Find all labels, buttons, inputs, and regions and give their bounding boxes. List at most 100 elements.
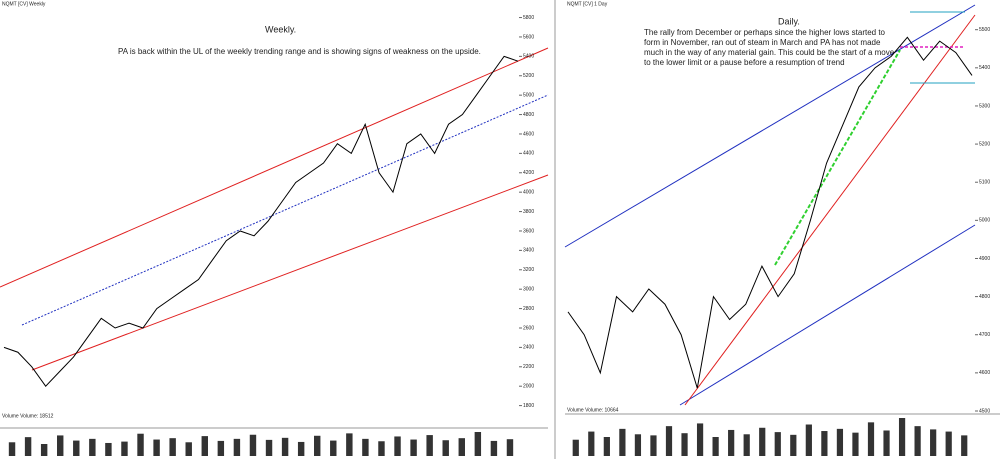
y-tick-label: 3600 — [523, 228, 534, 234]
volume-bar — [330, 440, 337, 456]
volume-bar — [474, 432, 482, 456]
volume-bar — [57, 435, 64, 456]
trend-line — [31, 174, 549, 371]
trend-line — [679, 224, 976, 406]
volume-bar — [836, 428, 844, 456]
y-tick-label: 5400 — [523, 54, 534, 60]
y-tick-label: 4600 — [979, 370, 990, 376]
volume-bar — [362, 438, 369, 456]
volume-bar — [217, 440, 225, 456]
y-tick-label: 5500 — [979, 27, 990, 33]
y-tick-label: 5600 — [523, 34, 534, 40]
y-tick-label: 2400 — [523, 345, 534, 351]
volume-bar — [774, 432, 781, 456]
volume-bar — [121, 441, 128, 456]
y-tick-label: 3000 — [523, 287, 534, 293]
volume-bar — [394, 436, 401, 456]
volume-bar — [378, 441, 385, 456]
y-tick-label: 3800 — [523, 209, 534, 215]
y-tick-label: 3200 — [523, 267, 534, 273]
y-tick-label: 2200 — [523, 364, 534, 370]
y-tick-label: 3400 — [523, 248, 534, 254]
volume-bar — [442, 440, 449, 456]
volume-bar — [759, 427, 766, 456]
volume-bar — [572, 439, 579, 456]
header: NQMT [CV] Weekly — [2, 1, 46, 7]
trend-line — [0, 47, 549, 288]
volume-bar — [712, 437, 719, 456]
volume-bar — [883, 430, 890, 456]
y-tick-label: 5200 — [523, 73, 534, 79]
volume-bar — [314, 435, 321, 456]
volume-bar — [153, 439, 160, 456]
volume-bar — [73, 440, 80, 456]
y-tick-label: 5300 — [979, 103, 990, 109]
volume-bar — [169, 438, 176, 456]
volume-bar — [233, 438, 241, 456]
volume-bar — [945, 431, 952, 456]
y-tick-label: 5000 — [523, 92, 534, 98]
volume-bar — [603, 437, 610, 456]
volume-bar — [743, 434, 750, 456]
trend-line — [564, 4, 976, 248]
volume-bar — [821, 431, 828, 456]
volume-bar — [89, 438, 96, 456]
volume-bar — [650, 435, 657, 456]
y-tick-label: 4800 — [523, 112, 534, 118]
header: NQMT [CV] 1 Day — [567, 1, 608, 7]
volume-bar — [201, 436, 208, 456]
volume-bar — [961, 435, 968, 456]
volume-bar — [105, 442, 112, 456]
y-tick-label: 4900 — [979, 256, 990, 262]
volume-bar — [490, 440, 498, 456]
volume-label: Volume Volume: 18512 — [2, 413, 54, 419]
y-tick-label: 4400 — [523, 151, 534, 157]
y-tick-label: 5100 — [979, 180, 990, 186]
volume-bar — [137, 433, 144, 456]
volume-bar — [426, 435, 433, 456]
volume-bar — [458, 438, 465, 456]
y-tick-label: 2000 — [523, 384, 534, 390]
volume-bar — [506, 439, 514, 456]
y-tick-label: 4800 — [979, 294, 990, 300]
volume-bar — [930, 429, 937, 456]
y-tick-label: 5200 — [979, 141, 990, 147]
y-tick-label: 4600 — [523, 131, 534, 137]
y-tick-label: 1800 — [523, 403, 534, 409]
volume-bar — [24, 437, 32, 456]
volume-bar — [728, 429, 735, 456]
volume-bar — [665, 426, 673, 456]
y-tick-label: 2600 — [523, 325, 534, 331]
annotation: PA is back within the UL of the weekly t… — [118, 47, 481, 56]
trend-line — [21, 94, 549, 326]
trend-line — [774, 49, 901, 266]
volume-bar — [867, 422, 875, 456]
volume-bar — [790, 434, 797, 456]
volume-bar — [805, 424, 812, 456]
y-tick-label: 5800 — [523, 15, 534, 21]
volume-bar — [249, 434, 257, 456]
y-tick-label: 5400 — [979, 65, 990, 71]
volume-bar — [297, 441, 305, 456]
trend-line — [684, 14, 976, 406]
panel-title: Daily. — [778, 16, 800, 26]
volume-bar — [681, 433, 688, 456]
volume-bar — [914, 426, 921, 456]
price-line — [3, 55, 519, 387]
y-tick-label: 4000 — [523, 190, 534, 196]
volume-bar — [852, 432, 859, 456]
volume-bar — [634, 434, 642, 456]
volume-bar — [619, 428, 626, 456]
y-tick-label: 5000 — [979, 218, 990, 224]
annotation: The rally from December or perhaps since… — [644, 28, 895, 67]
volume-bar — [346, 433, 353, 456]
volume-label: Volume Volume: 10664 — [567, 407, 619, 413]
volume-bar — [898, 418, 906, 456]
volume-bar — [696, 423, 704, 456]
panel-title: Weekly. — [265, 24, 296, 34]
annotation-box: The rally from December or perhaps since… — [644, 28, 895, 67]
volume-bar — [40, 444, 48, 456]
y-tick-label: 4200 — [523, 170, 534, 176]
